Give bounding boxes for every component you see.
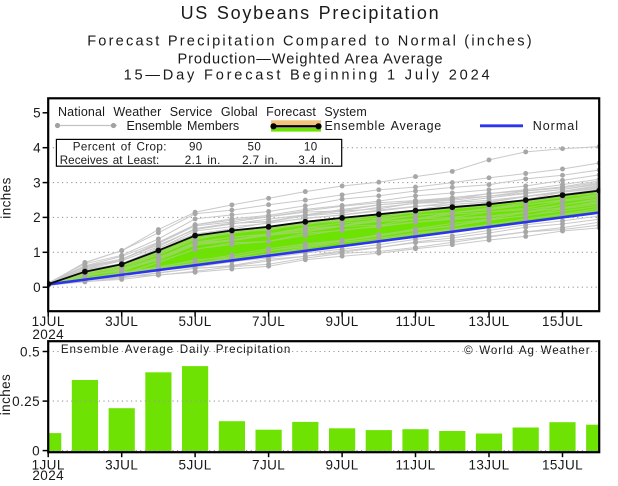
svg-text:2024: 2024 bbox=[32, 468, 64, 481]
svg-text:Percent of Crop:: Percent of Crop: bbox=[73, 141, 167, 154]
svg-text:Normal: Normal bbox=[533, 119, 579, 133]
svg-text:0.5: 0.5 bbox=[20, 344, 40, 359]
svg-text:0: 0 bbox=[33, 280, 41, 295]
svg-text:5JUL: 5JUL bbox=[179, 314, 212, 329]
svg-text:© World Ag Weather: © World Ag Weather bbox=[464, 344, 590, 357]
svg-text:7JUL: 7JUL bbox=[252, 457, 285, 472]
svg-text:5: 5 bbox=[33, 106, 41, 121]
svg-text:1JUL: 1JUL bbox=[32, 457, 65, 472]
svg-text:Ensemble Average Daily Precipi: Ensemble Average Daily Precipitation bbox=[61, 343, 291, 356]
svg-text:90: 90 bbox=[189, 141, 203, 154]
svg-text:2024: 2024 bbox=[32, 327, 64, 342]
svg-text:Forecast Precipitation Compare: Forecast Precipitation Compared to Norma… bbox=[87, 34, 534, 50]
svg-text:1JUL: 1JUL bbox=[32, 314, 65, 329]
svg-text:15JUL: 15JUL bbox=[542, 314, 583, 329]
svg-text:2.1 in.: 2.1 in. bbox=[185, 154, 221, 167]
svg-text:2: 2 bbox=[33, 210, 41, 225]
svg-text:3: 3 bbox=[33, 175, 41, 190]
svg-text:2.7 in.: 2.7 in. bbox=[242, 154, 278, 167]
svg-text:7JUL: 7JUL bbox=[252, 314, 285, 329]
svg-text:Ensemble Average: Ensemble Average bbox=[325, 119, 442, 133]
svg-text:0.25: 0.25 bbox=[12, 394, 40, 409]
svg-text:inches: inches bbox=[0, 177, 14, 218]
svg-text:3JUL: 3JUL bbox=[105, 314, 138, 329]
svg-text:11JUL: 11JUL bbox=[395, 457, 435, 472]
svg-text:National Weather Service Globa: National Weather Service Global Forecast… bbox=[58, 105, 367, 119]
svg-text:5JUL: 5JUL bbox=[179, 457, 212, 472]
svg-text:Receives at Least:: Receives at Least: bbox=[60, 154, 160, 167]
svg-text:15JUL: 15JUL bbox=[542, 457, 583, 472]
svg-text:0: 0 bbox=[32, 443, 40, 458]
svg-text:15—Day Forecast Beginning 1 Ju: 15—Day Forecast Beginning 1 July 2024 bbox=[124, 67, 493, 83]
svg-text:Ensemble Members: Ensemble Members bbox=[127, 119, 240, 133]
svg-text:4: 4 bbox=[33, 141, 41, 156]
svg-text:US Soybeans Precipitation: US Soybeans Precipitation bbox=[181, 3, 441, 23]
svg-text:13JUL: 13JUL bbox=[468, 457, 509, 472]
svg-text:13JUL: 13JUL bbox=[468, 314, 509, 329]
svg-text:3.4 in.: 3.4 in. bbox=[298, 154, 334, 167]
svg-text:9JUL: 9JUL bbox=[326, 314, 359, 329]
svg-text:10: 10 bbox=[304, 141, 318, 154]
svg-text:3JUL: 3JUL bbox=[105, 457, 138, 472]
svg-text:9JUL: 9JUL bbox=[326, 457, 359, 472]
svg-text:50: 50 bbox=[248, 141, 262, 154]
svg-text:Production—Weighted Area Avera: Production—Weighted Area Average bbox=[178, 51, 444, 67]
svg-text:1: 1 bbox=[33, 245, 41, 260]
svg-text:inches: inches bbox=[0, 374, 13, 415]
svg-text:11JUL: 11JUL bbox=[395, 314, 435, 329]
